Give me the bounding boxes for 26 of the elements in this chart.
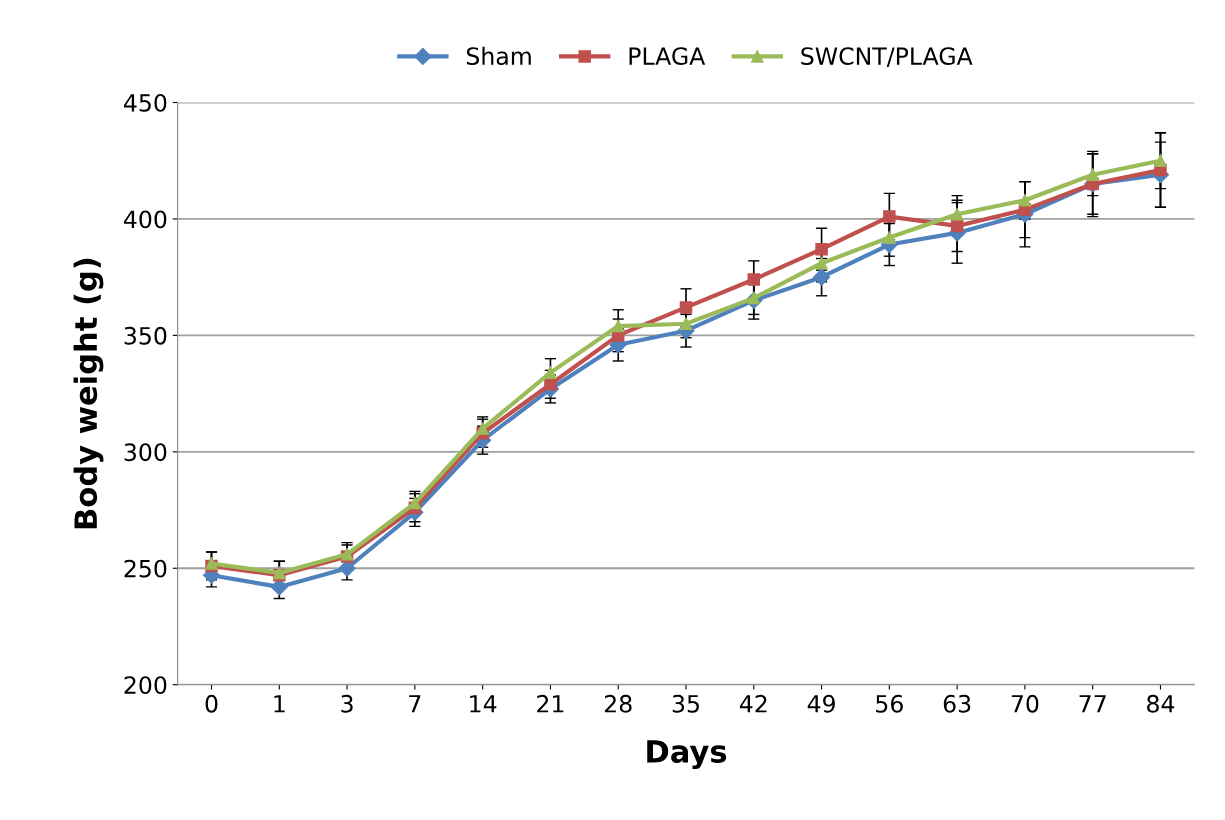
x-tick-label: 14 xyxy=(470,695,497,713)
x-tick-label: 49 xyxy=(807,694,835,713)
x-tick-label: 0 xyxy=(205,694,218,713)
x-tick-label: 84 xyxy=(1147,694,1175,713)
y-axis-title: Body weight (g) xyxy=(73,258,104,529)
legend-label: Sham xyxy=(466,46,531,66)
x-tick-label: 7 xyxy=(409,695,421,713)
x-tick-label: 1 xyxy=(274,695,285,713)
x-tick-label: 77 xyxy=(1079,695,1106,713)
x-tick-label: 35 xyxy=(672,694,699,713)
x-tick-label: 3 xyxy=(341,694,353,713)
x-tick-label: 56 xyxy=(876,694,903,713)
y-tick-label: 250 xyxy=(124,559,167,578)
x-tick-label: 42 xyxy=(739,694,767,713)
x-tick-label: 21 xyxy=(537,694,564,713)
y-tick-label: 300 xyxy=(124,443,167,462)
y-tick-label: 400 xyxy=(123,210,167,229)
legend-label: PLAGA xyxy=(629,47,706,66)
x-tick-label: 28 xyxy=(604,694,632,713)
x-tick-label: 63 xyxy=(943,694,971,713)
x-axis-title: Days xyxy=(647,740,727,770)
y-tick-label: 200 xyxy=(124,676,167,695)
x-tick-label: 70 xyxy=(1011,694,1039,713)
legend-label: SWCNT/PLAGA xyxy=(801,47,973,67)
y-tick-label: 450 xyxy=(123,93,167,112)
y-tick-label: 350 xyxy=(124,326,167,345)
